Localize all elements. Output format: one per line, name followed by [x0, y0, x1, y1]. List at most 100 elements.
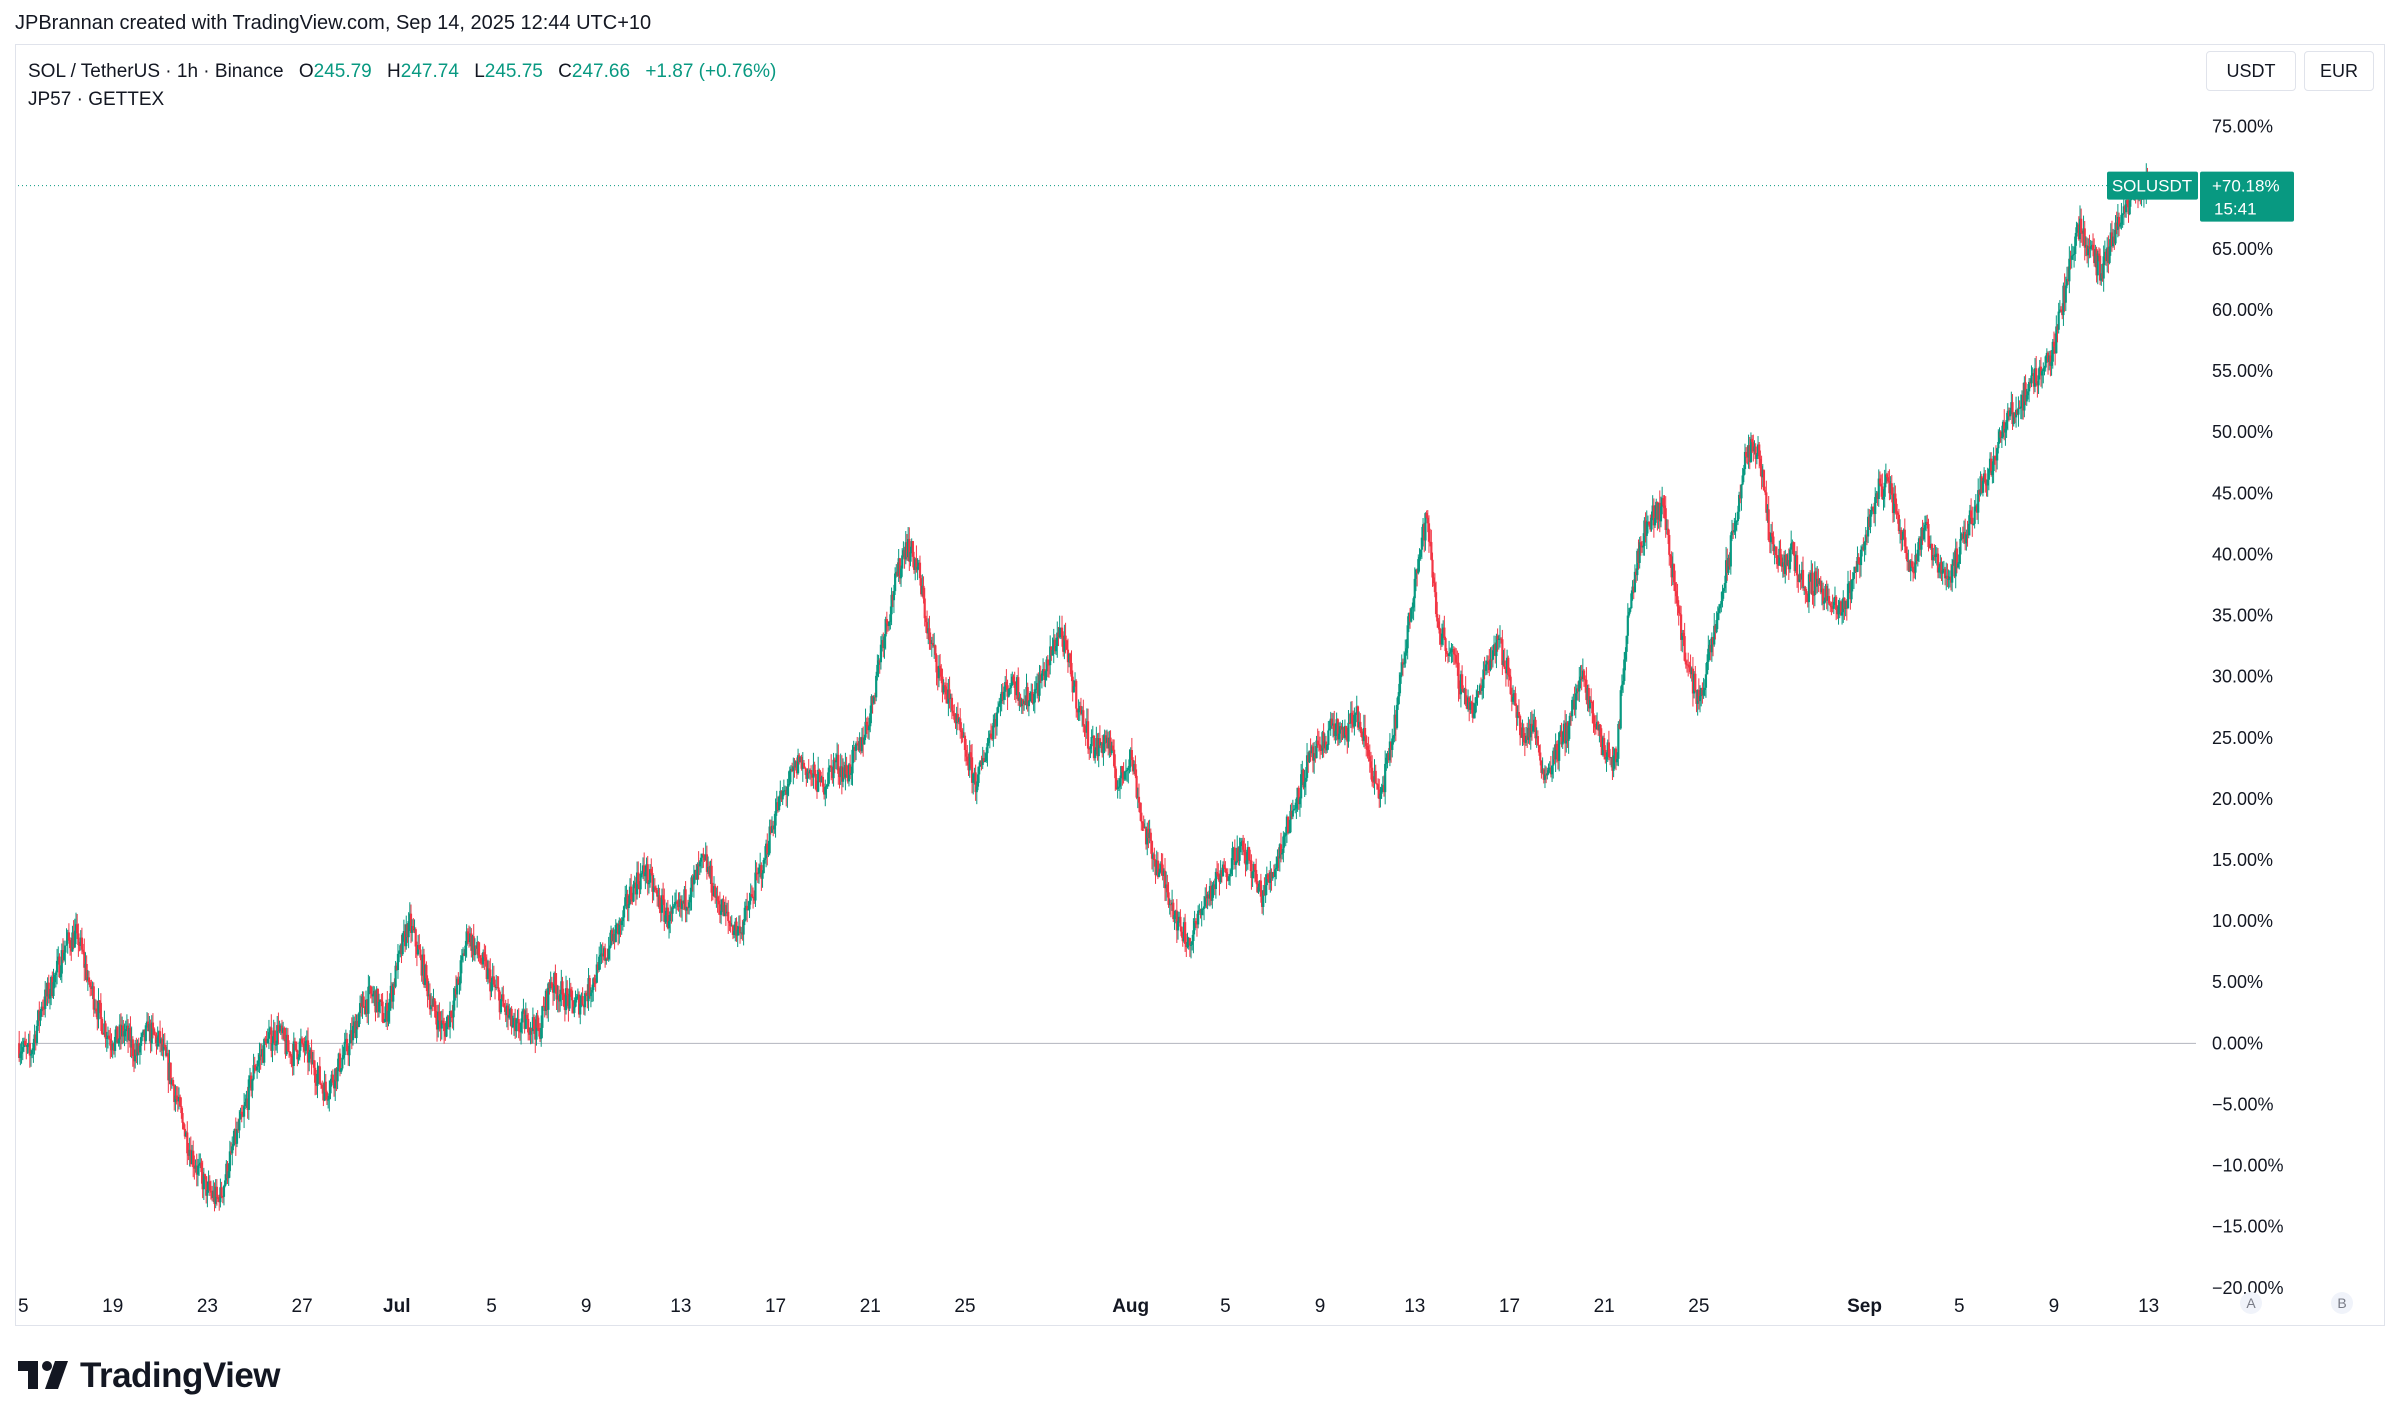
price-axis[interactable]: 75.00%65.00%60.00%55.00%50.00%45.00%40.0…	[2212, 117, 2284, 1298]
candle	[1861, 544, 1864, 557]
candle	[1382, 775, 1386, 797]
candle	[905, 534, 909, 561]
price-chart[interactable]: 75.00%65.00%60.00%55.00%50.00%45.00%40.0…	[0, 0, 2400, 1330]
candle	[871, 695, 874, 714]
candle	[1599, 723, 1602, 748]
candle	[1606, 739, 1609, 762]
candle	[192, 1140, 195, 1178]
candle	[366, 999, 369, 1024]
candle	[348, 1034, 351, 1067]
candle	[1287, 816, 1290, 835]
candle	[1727, 554, 1730, 576]
candle	[244, 1094, 247, 1110]
candle	[331, 1069, 334, 1086]
candle	[1206, 891, 1209, 910]
candle	[2050, 350, 2053, 376]
candle	[238, 1110, 241, 1139]
candle	[657, 884, 660, 908]
candle	[61, 938, 65, 964]
candle	[443, 1017, 446, 1044]
scale-button-a[interactable]: A	[2240, 1292, 2262, 1314]
candle	[1090, 729, 1093, 754]
candle	[2101, 263, 2104, 282]
tradingview-logo-icon	[18, 1361, 68, 1389]
candle	[1418, 548, 1421, 572]
candle	[200, 1158, 203, 1184]
candle	[543, 996, 546, 1018]
candle	[1923, 515, 1927, 543]
candle	[1534, 716, 1537, 745]
candle	[271, 1036, 274, 1063]
candle	[755, 862, 758, 881]
candle	[171, 1076, 175, 1087]
symbol-title[interactable]: SOL / TetherUS · 1h · Binance	[28, 61, 284, 82]
eur-currency-button[interactable]: EUR	[2304, 51, 2374, 91]
candle	[736, 925, 739, 948]
candle	[1049, 635, 1052, 675]
candle	[284, 1027, 287, 1059]
candle	[1701, 682, 1704, 704]
candle	[1569, 711, 1573, 726]
candle	[34, 1030, 37, 1051]
candle	[1505, 649, 1509, 680]
candle	[1975, 503, 1979, 520]
candle	[639, 863, 642, 895]
candle	[921, 574, 924, 597]
candle	[1362, 714, 1365, 748]
usdt-currency-button[interactable]: USDT	[2206, 51, 2296, 91]
candle	[96, 1000, 99, 1031]
tradingview-logo[interactable]: TradingView	[18, 1356, 281, 1396]
candle	[1414, 568, 1418, 592]
candle	[78, 941, 81, 952]
candle	[1845, 599, 1848, 621]
candle	[1893, 482, 1896, 522]
candle	[1723, 575, 1726, 593]
candle	[1102, 734, 1105, 766]
scale-button-b[interactable]: B	[2331, 1292, 2353, 1314]
time-axis[interactable]: 5 19 23 27 Jul 5 9 13 17 21 25 Aug 5 9 13 17 21 25 Sep 5 9 13	[18, 1296, 2159, 1317]
candle	[954, 713, 957, 729]
candle	[433, 997, 436, 1018]
candle	[1224, 861, 1227, 873]
candle	[399, 943, 402, 958]
candle	[1223, 858, 1226, 870]
candle	[602, 946, 606, 961]
candle	[569, 982, 572, 997]
candle	[425, 961, 428, 992]
candle	[1046, 655, 1049, 678]
candle	[59, 965, 62, 981]
candle	[1807, 572, 1811, 614]
candle	[747, 901, 750, 911]
candle	[473, 938, 477, 962]
candle	[536, 1010, 539, 1031]
candle	[1932, 547, 1935, 566]
candle	[1949, 563, 1953, 591]
candle	[1400, 654, 1403, 678]
candle	[495, 974, 498, 991]
candle	[2004, 422, 2007, 446]
candle	[1343, 719, 1347, 746]
candle	[882, 632, 885, 658]
candle	[1007, 688, 1010, 698]
candle	[718, 891, 722, 924]
indicator-label[interactable]: JP57 · GETTEX	[28, 89, 165, 110]
candle	[1741, 467, 1744, 486]
candle	[1572, 693, 1575, 710]
candle	[102, 1032, 105, 1035]
candle	[2068, 246, 2071, 294]
candle	[1528, 719, 1531, 745]
candle	[2077, 216, 2080, 241]
candle	[1109, 730, 1112, 758]
candle	[1026, 682, 1029, 712]
candle	[1142, 815, 1145, 832]
candle	[1399, 672, 1402, 694]
candle	[776, 796, 780, 813]
candle	[1819, 576, 1822, 595]
candle	[653, 878, 656, 893]
candle	[25, 1038, 28, 1060]
candle	[2016, 409, 2019, 416]
candle	[1748, 436, 1751, 470]
candle	[342, 1046, 345, 1060]
candle	[2072, 246, 2076, 268]
candle	[782, 779, 785, 797]
